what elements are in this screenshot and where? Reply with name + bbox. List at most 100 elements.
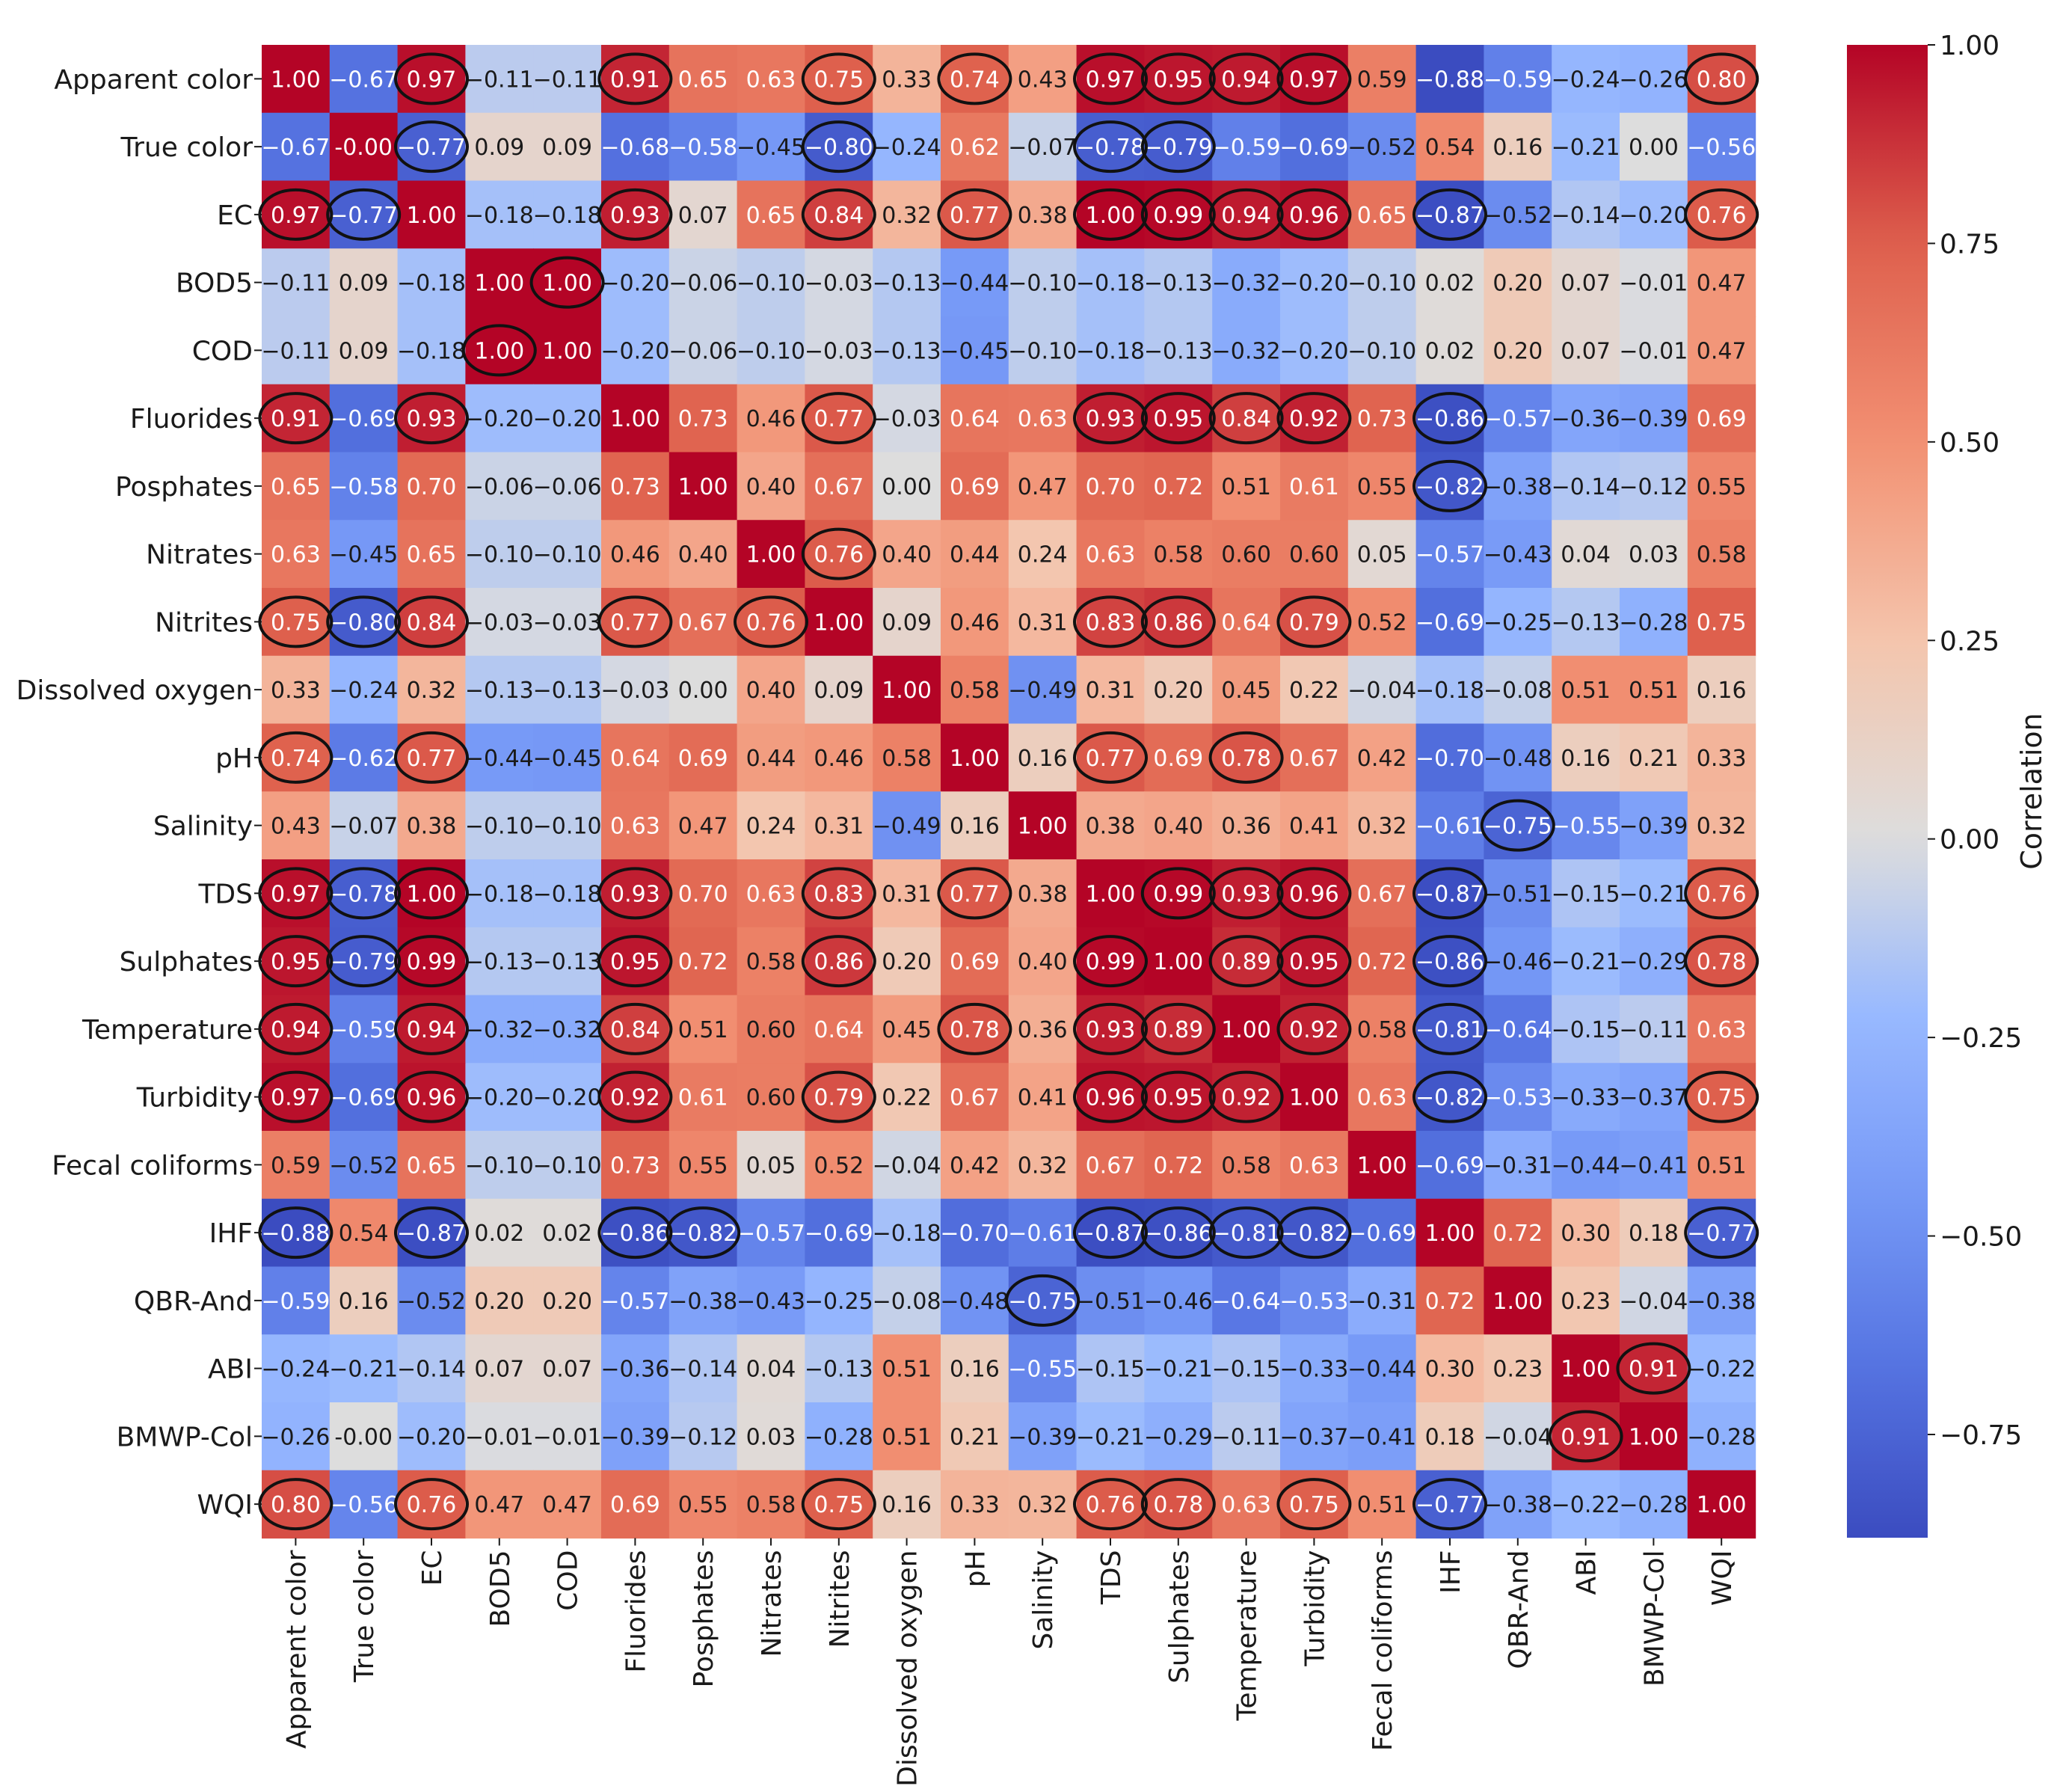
cell-value-label: 0.72 bbox=[1357, 949, 1407, 975]
cell-value-label: 0.51 bbox=[882, 1357, 932, 1383]
cell-value-label: −0.03 bbox=[465, 610, 534, 636]
heatmap-cell bbox=[262, 384, 331, 453]
heatmap-cell bbox=[601, 520, 670, 589]
cell-value-label: −0.18 bbox=[533, 881, 602, 907]
cell-value-label: −0.14 bbox=[1552, 474, 1620, 500]
heatmap-cell bbox=[465, 452, 534, 521]
cell-value-label: 0.60 bbox=[1289, 542, 1339, 568]
heatmap-cell bbox=[1484, 248, 1552, 317]
cell-value-label: −0.18 bbox=[873, 1221, 941, 1247]
cell-value-label: −0.80 bbox=[329, 610, 398, 636]
cell-value-label: -0.00 bbox=[334, 135, 393, 161]
cell-value-label: 0.99 bbox=[407, 949, 457, 975]
cell-value-label: 0.86 bbox=[814, 949, 864, 975]
cell-value-label: −0.04 bbox=[1484, 1424, 1552, 1450]
cell-value-label: 0.43 bbox=[271, 814, 321, 840]
heatmap-cell bbox=[465, 995, 534, 1064]
heatmap-cell bbox=[1008, 791, 1077, 860]
cell-value-label: −0.14 bbox=[397, 1357, 466, 1383]
highlight-circle bbox=[1684, 188, 1759, 241]
cell-value-label: 0.30 bbox=[1425, 1357, 1475, 1383]
highlight-circle bbox=[597, 1002, 673, 1055]
heatmap-cell bbox=[1552, 112, 1620, 182]
heatmap-cell bbox=[1415, 1334, 1484, 1403]
highlight-circle bbox=[1276, 1002, 1352, 1055]
heatmap-cell bbox=[262, 1266, 331, 1335]
cell-value-label: 0.16 bbox=[339, 1289, 389, 1315]
heatmap-cell bbox=[1620, 995, 1688, 1064]
highlight-circle bbox=[597, 1070, 673, 1123]
heatmap-cell bbox=[737, 1470, 805, 1539]
cell-value-label: −0.13 bbox=[1552, 610, 1620, 636]
highlight-circle bbox=[1276, 1478, 1352, 1531]
heatmap-cell bbox=[737, 859, 805, 928]
cell-value-label: −0.32 bbox=[1212, 338, 1281, 364]
highlight-circle bbox=[1140, 595, 1216, 648]
cell-value-label: 0.84 bbox=[610, 1017, 660, 1043]
heatmap-cell bbox=[1347, 655, 1417, 725]
heatmap-cell bbox=[1687, 248, 1756, 317]
cell-value-label: 0.83 bbox=[1086, 610, 1136, 636]
heatmap-cell bbox=[262, 1063, 331, 1132]
cell-value-label: −0.69 bbox=[1347, 1221, 1416, 1247]
cell-value-label: 0.55 bbox=[1357, 474, 1407, 500]
cell-value-label: 0.86 bbox=[1153, 610, 1203, 636]
heatmap-cell bbox=[329, 452, 399, 521]
cell-value-label: 0.09 bbox=[814, 678, 864, 704]
cell-value-label: 0.54 bbox=[339, 1221, 389, 1247]
heatmap-cell bbox=[805, 1266, 873, 1335]
cell-value-label: 0.20 bbox=[1153, 678, 1203, 704]
cell-value-label: −0.01 bbox=[533, 1424, 602, 1450]
heatmap-cell bbox=[668, 1063, 738, 1132]
heatmap-cell bbox=[1415, 452, 1484, 521]
cell-value-label: 0.64 bbox=[814, 1017, 864, 1043]
cell-value-label: 0.02 bbox=[1425, 271, 1475, 297]
highlight-circle bbox=[394, 867, 469, 920]
heatmap-cell bbox=[668, 1402, 738, 1471]
cell-value-label: −0.10 bbox=[1008, 338, 1077, 364]
heatmap-cell bbox=[1484, 452, 1552, 521]
heatmap-cell bbox=[601, 316, 670, 385]
heatmap-cell bbox=[1212, 316, 1281, 385]
heatmap-cell bbox=[262, 316, 331, 385]
cell-value-label: −0.06 bbox=[668, 271, 737, 297]
heatmap-cell bbox=[397, 1063, 466, 1132]
cell-value-label: −0.53 bbox=[1484, 1085, 1552, 1111]
column-label: Turbidity bbox=[1300, 1550, 1330, 1667]
column-label: Fluorides bbox=[621, 1550, 651, 1673]
colorbar-tick-label: 0.00 bbox=[1940, 825, 1999, 856]
cell-value-label: 0.67 bbox=[814, 474, 864, 500]
heatmap-cell bbox=[805, 180, 873, 249]
cell-value-label: 0.75 bbox=[814, 1492, 864, 1518]
highlight-circle bbox=[326, 595, 402, 648]
heatmap-cell bbox=[1552, 452, 1620, 521]
highlight-circle bbox=[1073, 52, 1148, 105]
heatmap-cell bbox=[1144, 791, 1213, 860]
cell-value-label: 0.55 bbox=[1697, 474, 1747, 500]
cell-value-label: −0.25 bbox=[805, 1289, 873, 1315]
heatmap-cell bbox=[1687, 1131, 1756, 1200]
cell-value-label: −0.21 bbox=[1619, 881, 1688, 907]
cell-value-label: 0.63 bbox=[1289, 1153, 1339, 1179]
heatmap-cell bbox=[1076, 1470, 1145, 1539]
column-label: Nitrites bbox=[825, 1550, 855, 1648]
heatmap-cell bbox=[1484, 588, 1552, 657]
heatmap-cell bbox=[941, 1402, 1009, 1471]
heatmap-cell bbox=[1076, 1063, 1145, 1132]
heatmap-cell bbox=[873, 723, 941, 792]
cell-value-label: −0.18 bbox=[1076, 338, 1145, 364]
heatmap-cell bbox=[1415, 45, 1484, 114]
cell-value-label: −0.51 bbox=[1484, 881, 1552, 907]
cell-value-label: 1.00 bbox=[814, 610, 864, 636]
highlight-circle bbox=[597, 1206, 673, 1259]
cell-value-label: 0.51 bbox=[1697, 1153, 1747, 1179]
cell-value-label: 1.00 bbox=[1425, 1221, 1475, 1247]
heatmap-cell bbox=[329, 1334, 399, 1403]
heatmap-cell bbox=[941, 316, 1009, 385]
cell-value-label: −0.69 bbox=[1279, 135, 1348, 161]
cell-value-label: 0.45 bbox=[1221, 678, 1271, 704]
heatmap-cell bbox=[1620, 1334, 1688, 1403]
cell-value-label: 0.95 bbox=[271, 949, 321, 975]
cell-value-label: 0.76 bbox=[1697, 203, 1747, 229]
cell-value-label: 0.20 bbox=[1492, 271, 1543, 297]
